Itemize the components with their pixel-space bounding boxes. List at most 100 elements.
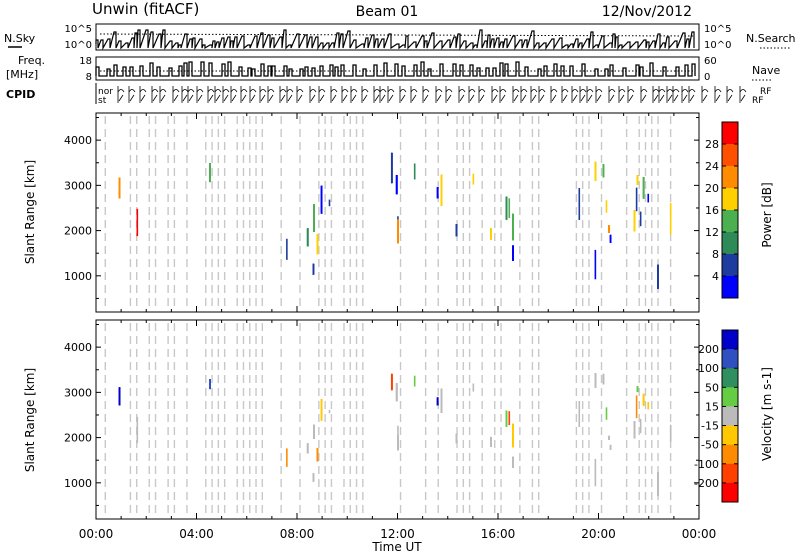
nave-tick-bottom: 0 [704, 72, 710, 83]
cpid-glyph [458, 89, 466, 102]
power-cell [490, 228, 492, 240]
velocity-cell [512, 423, 514, 448]
station-title: Unwin (fitACF) [92, 0, 199, 18]
power-data-gap-lines [104, 116, 672, 309]
cpid-glyph [491, 89, 499, 102]
colorbar-swatch [722, 144, 738, 167]
power-cell [605, 200, 608, 213]
cpid-label: CPID [6, 88, 35, 101]
colorbar-tick-label: -50 [701, 439, 719, 452]
y-tick-label: 3000 [64, 179, 92, 192]
y-tick-label: 2000 [64, 225, 92, 238]
colorbar-tick-label: 16 [705, 204, 719, 217]
velocity-cell [633, 421, 636, 439]
power-cell [306, 228, 309, 247]
power-cell [436, 187, 439, 199]
cpid-glyph [361, 89, 369, 102]
velocity-x-ticks [95, 320, 700, 519]
velocity-cell [594, 458, 597, 487]
cpid-glyph [350, 89, 358, 102]
power-cell [669, 203, 672, 235]
cpid-fragment-st: st [98, 96, 107, 106]
colorbar-swatch [722, 276, 738, 299]
cpid-glyph [618, 89, 626, 102]
nsearch-line [99, 33, 696, 37]
velocity-cell [328, 409, 331, 414]
power-cell [136, 208, 139, 237]
freq-label-line2: [MHz] [6, 68, 38, 81]
cpid-glyph [222, 89, 230, 102]
cpid-glyph [318, 89, 326, 102]
colorbar-tick-label: -200 [694, 477, 719, 490]
cpid-glyph [207, 89, 215, 102]
velocity-cell [605, 407, 608, 420]
x-axis-title: Time UT [371, 540, 422, 554]
velocity-cell [436, 397, 439, 406]
cpid-glyph [279, 89, 287, 102]
power-cell [390, 152, 393, 184]
colorbar-swatch [722, 425, 738, 446]
noise-tick-right-bottom: 10^0 [704, 40, 731, 51]
noise-tick-left-bottom: 10^0 [65, 40, 92, 51]
cpid-glyph [608, 89, 616, 102]
freq-tick-top: 18 [79, 56, 92, 67]
cpid-glyph [187, 89, 195, 102]
y-tick-label: 1000 [64, 477, 92, 490]
velocity-cell [578, 400, 581, 428]
cpid-glyph [159, 89, 167, 102]
velocity-colorbar-label: Velocity [m s-1] [760, 367, 774, 461]
cpid-glyph [714, 89, 722, 102]
cpid-glyph [530, 89, 538, 102]
power-cell [657, 264, 659, 289]
power-cell [286, 238, 288, 260]
colorbar-tick-label: -100 [694, 458, 719, 471]
colorbar-frame [721, 329, 739, 503]
velocity-cell [209, 379, 211, 390]
velocity-cell [472, 383, 475, 392]
y-tick-label: 2000 [64, 432, 92, 445]
colorbar-swatch [722, 482, 738, 503]
cpid-glyph [373, 89, 381, 102]
cpid-glyph [445, 89, 453, 102]
cpid-glyph [399, 89, 407, 102]
cpid-glyph [627, 89, 635, 102]
cpid-glyph [538, 89, 546, 102]
power-cell [313, 204, 315, 232]
freq-tick-bottom: 8 [86, 72, 92, 83]
cpid-glyph [341, 89, 349, 102]
velocity-data-gap-lines [104, 323, 672, 516]
power-cell [440, 174, 443, 206]
power-cell [633, 210, 636, 232]
cpid-glyph [468, 89, 476, 102]
cpid-glyph [379, 89, 387, 102]
cpid-glyph [739, 89, 747, 102]
y-tick-label: 4000 [64, 134, 92, 147]
velocity-colorbar: 200 100 50 15 -15 -50 -100 -200 [694, 329, 739, 503]
power-cell [512, 245, 514, 261]
cpid-glyph [571, 89, 579, 102]
colorbar-tick-label: 12 [705, 226, 719, 239]
cpid-glyph [128, 89, 136, 102]
nsky-line [95, 29, 695, 51]
noise-tick-right-top: 10^5 [704, 24, 731, 35]
velocity-y-axis-title: Slant Range [km] [23, 368, 37, 472]
power-cell [397, 219, 399, 244]
colorbar-tick-label: 20 [705, 182, 719, 195]
velocity-cell [395, 383, 398, 402]
colorbar-swatch [722, 232, 738, 255]
cpid-fragment-nor: nor [98, 87, 113, 97]
cpid-label-clutter [117, 86, 747, 103]
power-cell [395, 174, 398, 195]
cpid-glyph [214, 89, 222, 102]
cpid-glyph [286, 89, 294, 102]
velocity-cell [636, 386, 639, 392]
cpid-glyph [387, 89, 395, 102]
colorbar-swatch [722, 349, 738, 369]
y-tick-label: 4000 [64, 341, 92, 354]
velocity-cell [440, 388, 443, 413]
cpid-glyph [550, 89, 558, 102]
cpid-glyph [249, 89, 257, 102]
velocity-cell [413, 375, 416, 387]
velocity-cell [118, 387, 121, 406]
cpid-glyph [499, 89, 507, 102]
